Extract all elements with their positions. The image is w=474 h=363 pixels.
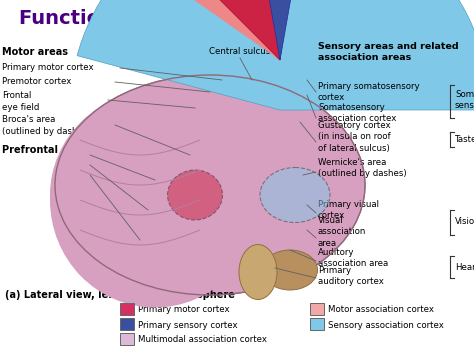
Text: Primary somatosensory
cortex: Primary somatosensory cortex [318,82,419,102]
Text: Prefrontal cortex: Prefrontal cortex [2,145,96,155]
Text: Sensory areas and related
association areas: Sensory areas and related association ar… [318,42,459,62]
Text: Visual
association
area: Visual association area [318,216,366,248]
Wedge shape [124,0,280,60]
Text: Taste: Taste [455,135,474,144]
Text: Motor association cortex: Motor association cortex [328,306,434,314]
Wedge shape [253,0,307,60]
Ellipse shape [55,75,365,295]
FancyBboxPatch shape [310,318,324,330]
Wedge shape [77,0,474,110]
FancyBboxPatch shape [120,303,134,315]
Text: Somatosensory
association cortex: Somatosensory association cortex [318,103,396,123]
Text: Primary
auditory cortex: Primary auditory cortex [318,266,384,286]
FancyBboxPatch shape [120,333,134,345]
Wedge shape [247,0,302,60]
Text: eye field: eye field [2,102,39,111]
Text: Broca's area: Broca's area [2,115,55,125]
Text: Central sulcus: Central sulcus [210,48,271,57]
Text: Sensory association cortex: Sensory association cortex [328,321,444,330]
Text: (a) Lateral view, left cerebral hemisphere: (a) Lateral view, left cerebral hemisphe… [5,290,235,300]
Wedge shape [170,0,280,60]
FancyBboxPatch shape [120,318,134,330]
Text: Auditory
association area: Auditory association area [318,248,388,268]
Text: Multimodal association cortex: Multimodal association cortex [138,335,267,344]
Ellipse shape [50,90,270,300]
Ellipse shape [260,167,330,223]
Text: Primary sensory cortex: Primary sensory cortex [138,321,237,330]
Text: Vision: Vision [455,217,474,227]
Text: Hearing: Hearing [455,262,474,272]
Text: Primary motor cortex: Primary motor cortex [138,306,229,314]
FancyBboxPatch shape [310,303,324,315]
Wedge shape [120,0,280,60]
Text: (outlined by dashes): (outlined by dashes) [2,126,91,135]
Text: Somatic
sensation: Somatic sensation [455,90,474,110]
Wedge shape [161,0,280,60]
Ellipse shape [167,170,222,220]
Text: Motor areas: Motor areas [2,47,68,57]
Text: Wernicke's area
(outlined by dashes): Wernicke's area (outlined by dashes) [318,158,407,178]
Text: Primary visual
cortex: Primary visual cortex [318,200,379,220]
Ellipse shape [263,250,318,290]
Ellipse shape [50,93,260,307]
Text: Premotor cortex: Premotor cortex [2,77,72,86]
Text: Functional Areas of the Cerebral Cortex: Functional Areas of the Cerebral Cortex [18,8,456,28]
Ellipse shape [239,245,277,299]
Text: Gustatory cortex
(in insula on roof
of lateral sulcus): Gustatory cortex (in insula on roof of l… [318,121,391,152]
Text: Primary motor cortex: Primary motor cortex [2,64,94,73]
Text: Frontal: Frontal [2,91,31,101]
